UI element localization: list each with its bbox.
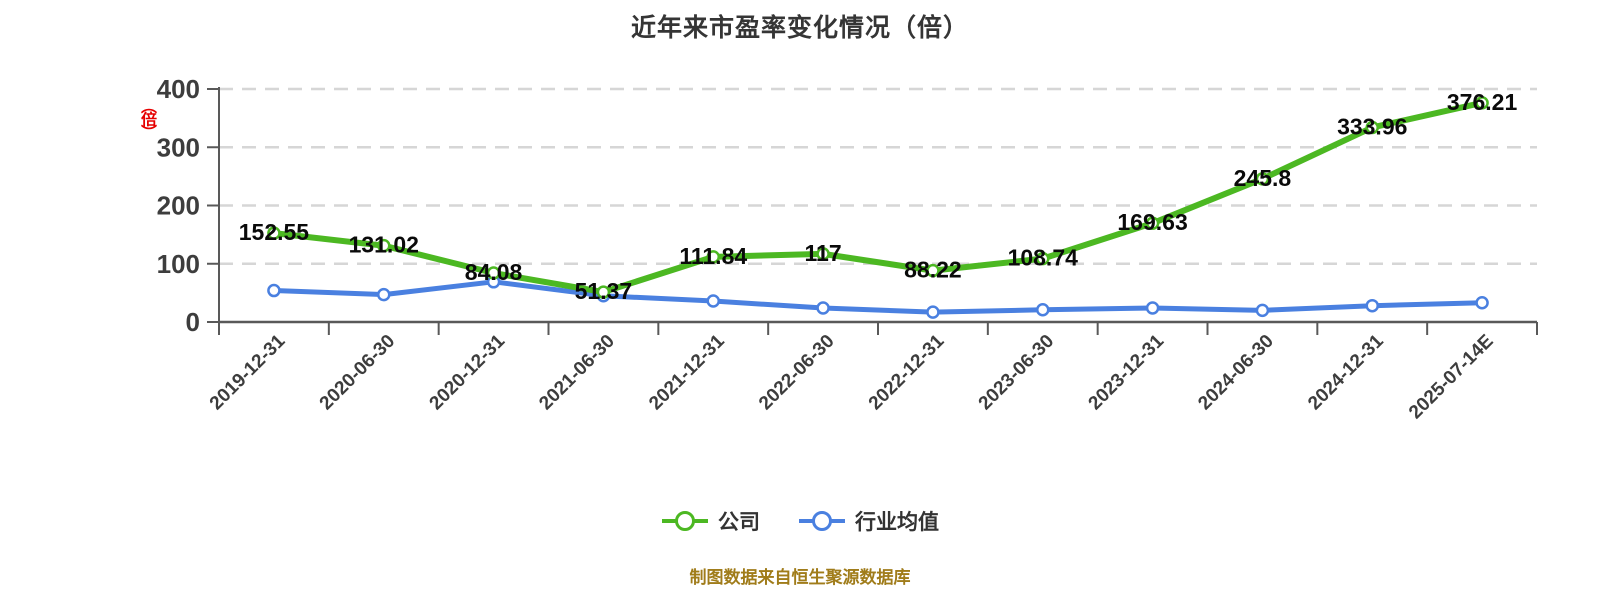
data-source-caption: 制图数据来自恒生聚源数据库 [689,568,911,587]
chart-title: 近年来市盈率变化情况（倍） [630,14,969,42]
series-公司 [267,96,1489,299]
data-point-label: 376.21 [1447,89,1518,115]
y-axis-tick-labels: 0 100 200 300 400 [157,74,200,337]
data-point-label: 131.02 [349,232,419,258]
industry-average-series-marker-icon [799,511,845,531]
data-point-marker [1255,172,1270,186]
data-point-label: 108.74 [1008,245,1079,271]
data-point-marker [267,226,281,240]
legend-label-industry-average: 行业均值 [855,511,939,534]
data-point-marker [377,287,391,302]
gridlines [219,87,1537,265]
data-point-marker [706,250,720,264]
data-point-label: 88.22 [904,257,962,283]
svg-text:2024-12-31: 2024-12-31 [1304,330,1388,414]
data-point-marker [1145,301,1160,315]
data-point-marker [596,285,611,299]
data-point-marker [1145,216,1160,230]
data-point-marker [1255,303,1270,318]
data-point-marker [706,294,720,308]
svg-text:2021-06-30: 2021-06-30 [535,331,619,415]
svg-text:2020-12-31: 2020-12-31 [426,330,510,414]
svg-text:2025-07-14E: 2025-07-14E [1405,331,1498,424]
x-axis-tick-labels: 2019-12-31 2020-06-30 2020-12-31 2021-06-30… [206,330,1498,423]
y-axis-unit-red-label: （倍） [138,98,155,138]
data-point-label: 333.96 [1337,113,1407,139]
svg-text:100: 100 [157,249,200,279]
data-point-marker [1036,251,1050,266]
legend-label-company: 公司 [718,511,760,534]
data-point-marker [1036,303,1050,317]
data-point-marker [267,283,281,298]
data-point-label: 152.55 [239,219,310,245]
svg-text:2024-06-30: 2024-06-30 [1194,331,1278,415]
data-point-label: 111.84 [679,243,747,269]
series-公司-data-labels: 152.55 131.02 84.08 51.37 111.84 117 88.22 108.… [239,89,1518,304]
data-point-marker [1365,120,1379,135]
data-point-marker [486,266,501,280]
series-行业均值 [267,275,1489,319]
data-point-marker [377,238,391,253]
svg-text:2023-12-31: 2023-12-31 [1085,330,1169,414]
data-point-marker [816,247,830,261]
svg-text:2022-12-31: 2022-12-31 [865,330,949,414]
svg-text:200: 200 [157,191,200,221]
data-point-marker [1475,296,1489,310]
data-point-label: 84.08 [465,259,523,285]
data-point-marker [1475,96,1489,110]
chart-legend: 公司 行业均值 [0,506,1600,536]
svg-text:2023-06-30: 2023-06-30 [975,331,1059,415]
data-point-label: 51.37 [575,278,633,304]
svg-text:2019-12-31: 2019-12-31 [206,330,290,414]
data-point-label: 169.63 [1117,209,1187,235]
axes [207,87,1538,335]
svg-text:400: 400 [157,74,200,104]
svg-text:300: 300 [157,132,200,162]
legend-item-company[interactable]: 公司 [661,506,760,536]
data-point-label: 245.8 [1234,165,1292,191]
legend-item-industry-average[interactable]: 行业均值 [798,506,939,536]
svg-text:0: 0 [186,307,200,337]
svg-text:2022-06-30: 2022-06-30 [755,331,839,415]
svg-text:2020-06-30: 2020-06-30 [316,331,400,415]
data-point-marker [926,305,940,319]
data-point-marker [816,301,830,315]
data-point-marker [1365,298,1379,313]
data-point-marker [926,263,940,278]
svg-text:2021-12-31: 2021-12-31 [645,330,729,414]
data-point-label: 117 [805,240,842,266]
company-series-marker-icon [662,511,708,531]
